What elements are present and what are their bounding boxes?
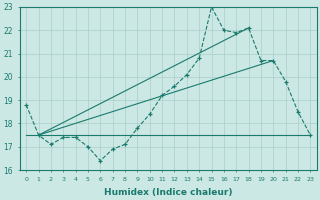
X-axis label: Humidex (Indice chaleur): Humidex (Indice chaleur) [104,188,233,197]
